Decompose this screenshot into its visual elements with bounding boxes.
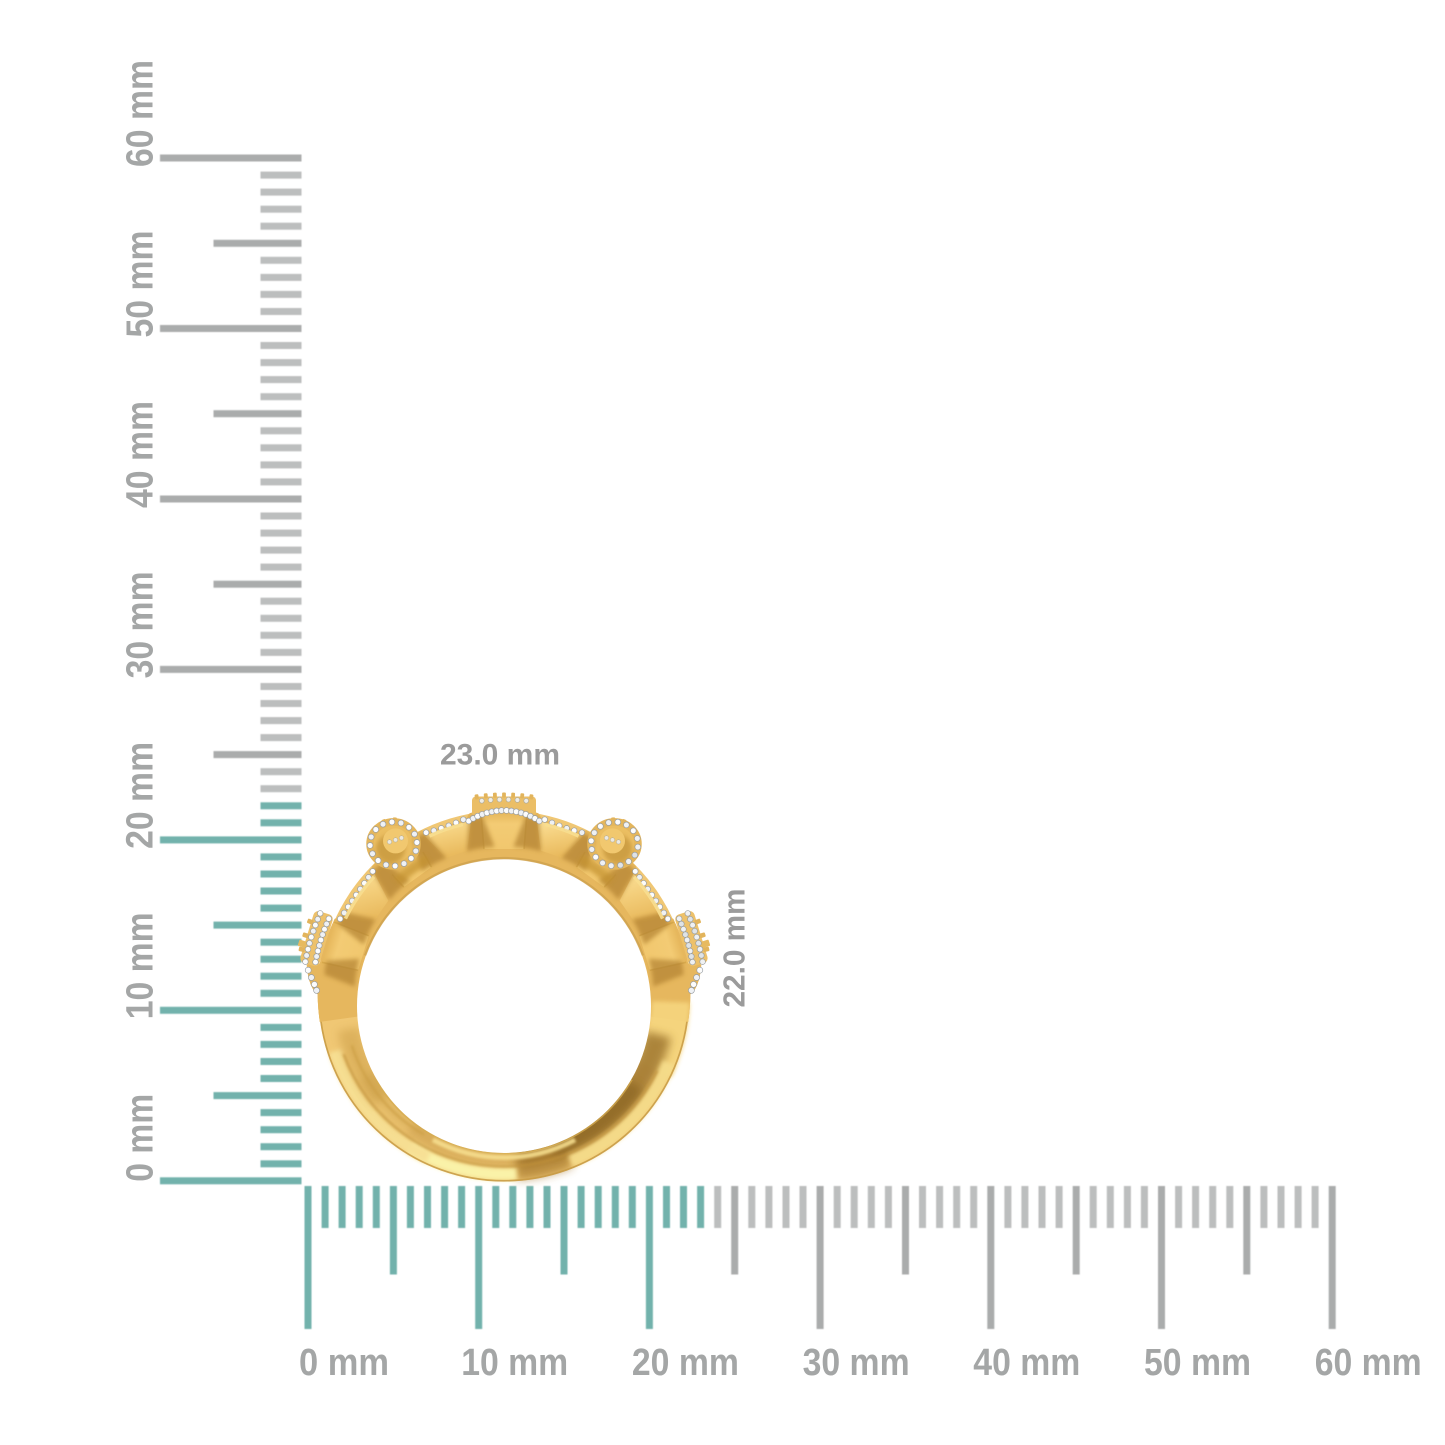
svg-text:40 mm: 40 mm bbox=[119, 401, 161, 508]
svg-text:50 mm: 50 mm bbox=[119, 231, 161, 338]
svg-text:22.0 mm: 22.0 mm bbox=[716, 889, 751, 1008]
svg-text:60 mm: 60 mm bbox=[1315, 1342, 1422, 1384]
svg-text:20 mm: 20 mm bbox=[119, 742, 161, 849]
svg-text:20 mm: 20 mm bbox=[632, 1342, 739, 1384]
svg-text:0 mm: 0 mm bbox=[299, 1342, 389, 1384]
svg-text:10 mm: 10 mm bbox=[461, 1342, 568, 1384]
svg-text:23.0 mm: 23.0 mm bbox=[440, 739, 560, 772]
svg-text:60 mm: 60 mm bbox=[119, 60, 161, 167]
svg-text:50 mm: 50 mm bbox=[1144, 1342, 1251, 1384]
svg-text:30 mm: 30 mm bbox=[119, 571, 161, 678]
svg-text:30 mm: 30 mm bbox=[803, 1342, 910, 1384]
svg-text:0 mm: 0 mm bbox=[119, 1094, 161, 1182]
svg-text:10 mm: 10 mm bbox=[119, 912, 161, 1019]
svg-text:40 mm: 40 mm bbox=[973, 1342, 1080, 1384]
